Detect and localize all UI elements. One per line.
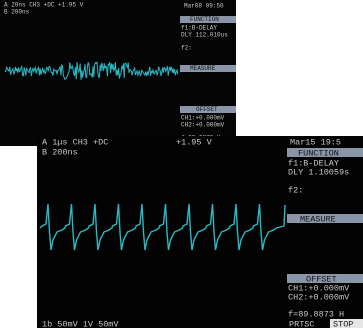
panel-text: f2: [288, 185, 303, 195]
header-text: B 200ns [42, 147, 78, 157]
panel-header [287, 214, 363, 223]
stop-button [330, 319, 363, 328]
panel-title: FUNCTION [190, 16, 219, 23]
panel-header [180, 16, 236, 23]
panel-text: f1:B-DELAY [288, 158, 339, 168]
large-screen: A 1µs CH3 +DC +1.95 V B 200ns Mar15 19:5… [37, 136, 363, 328]
panel-text: DLY 1.10059s [288, 167, 349, 177]
footer-text: 1b 50mV 1V 50mV [42, 319, 119, 328]
header-text: +1.95 V [176, 137, 213, 147]
waveform [4, 61, 179, 81]
panel-text: CH1:+0.000mV [288, 283, 350, 293]
panel-text: f2: [181, 45, 192, 52]
footer-text: STOP [333, 319, 353, 328]
panel-title: OFFSET [306, 274, 337, 284]
date: Mar15 19:5 [290, 137, 341, 147]
panel-title: OFFSET [196, 106, 218, 113]
screen-bg [37, 136, 363, 328]
date: Mar08 09:50 [184, 3, 224, 10]
header-text: A 20ns CH3 +DC +1.95 V [4, 2, 84, 9]
panel-header [180, 65, 236, 72]
panel-text: f=89.8873 H [288, 309, 344, 319]
panel-title: MEASURE [300, 214, 336, 224]
panel-title: MEASURE [190, 65, 216, 72]
panel-header [287, 274, 363, 283]
panel-header [287, 148, 363, 157]
panel-header [180, 106, 236, 113]
panel-text: CH1:+0.000mV [181, 115, 225, 122]
waveform [39, 203, 286, 251]
panel-text: f1:B-DELAY [181, 25, 217, 32]
header-text: B 200ns [4, 9, 30, 16]
small-screen: A 20ns CH3 +DC +1.95 V B 200ns Mar08 09:… [0, 0, 236, 146]
header-text: A 1µs CH3 +DC [42, 137, 108, 147]
panel-title: FUNCTION [298, 148, 339, 158]
panel-text: DLY 112.010us [181, 32, 228, 39]
panel-text: CH2:+0.000mV [181, 122, 225, 129]
footer-text: PRTSC [289, 319, 315, 328]
panel-text: CH2:+0.000mV [288, 292, 350, 302]
